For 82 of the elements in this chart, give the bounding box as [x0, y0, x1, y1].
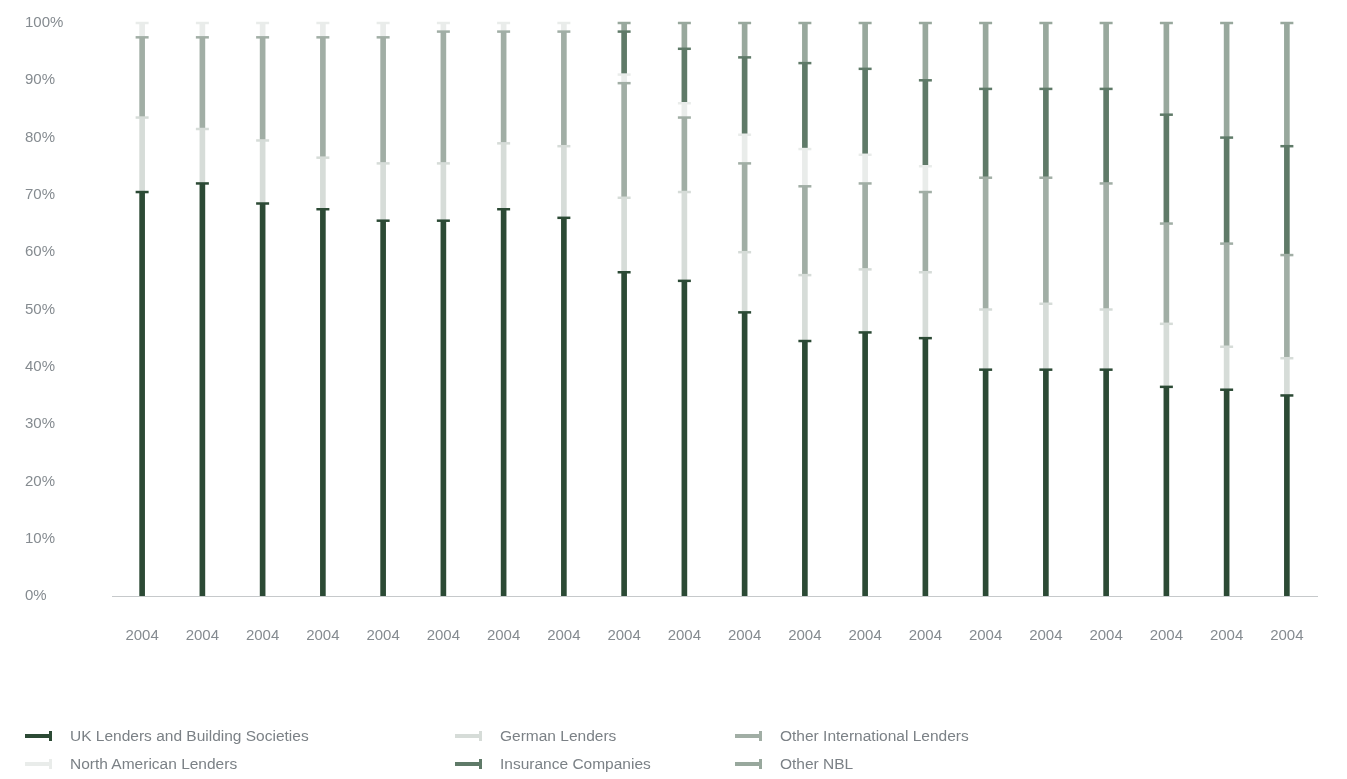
legend-label: North American Lenders [70, 755, 238, 773]
x-tick-label: 2004 [306, 626, 340, 644]
bar [320, 157, 326, 210]
x-tick-label: 2004 [547, 626, 581, 644]
y-tick-label: 10% [25, 528, 56, 546]
bar [862, 269, 868, 333]
y-tick-label: 100% [25, 13, 64, 31]
y-tick-label: 90% [25, 70, 56, 88]
bar [1043, 369, 1049, 596]
legend-label: Other International Lenders [780, 727, 969, 745]
x-tick-label: 2004 [426, 626, 461, 644]
bar [1103, 88, 1109, 184]
y-tick-label: 20% [25, 471, 56, 489]
x-tick-label: 2004 [848, 626, 882, 644]
x-tick-label: 2004 [185, 626, 220, 644]
bar [862, 154, 868, 184]
bar [139, 191, 145, 596]
x-tick-label: 2004 [667, 626, 702, 644]
bar [1103, 183, 1109, 310]
x-tick-label: 2004 [486, 626, 521, 644]
y-tick-label: 60% [25, 242, 56, 260]
x-tick-label: 2004 [968, 626, 1003, 644]
bar [139, 37, 145, 118]
bar [862, 332, 868, 596]
bar [862, 183, 868, 270]
bar [862, 23, 868, 70]
bar [320, 37, 326, 158]
bar [1043, 23, 1049, 90]
bar [1284, 254, 1290, 359]
bar [380, 37, 386, 164]
bar [621, 197, 627, 273]
bar [802, 23, 808, 64]
bar [1103, 23, 1109, 90]
y-tick-label: 70% [25, 185, 56, 203]
legend-label: German Lenders [500, 727, 617, 745]
bar [1284, 23, 1290, 147]
bar [621, 271, 627, 596]
y-tick-label: 50% [25, 299, 56, 317]
legend-label: Insurance Companies [500, 755, 651, 773]
y-tick-label: 0% [25, 586, 47, 604]
y-tick-label: 30% [25, 414, 56, 432]
bar [139, 117, 145, 193]
bar [982, 177, 989, 310]
bar [1043, 88, 1049, 179]
bar [380, 220, 386, 596]
y-tick-label: 40% [25, 356, 56, 374]
x-tick-label: 2004 [788, 626, 822, 644]
legend-label: UK Lenders and Building Societies [70, 727, 309, 745]
x-tick-label: 2004 [245, 626, 280, 644]
bar [802, 340, 808, 596]
x-tick-label: 2004 [607, 626, 641, 644]
y-tick-label: 80% [25, 127, 56, 145]
bar [1163, 223, 1170, 325]
bar [1284, 145, 1290, 256]
bar [561, 31, 567, 147]
x-tick-label: 2004 [727, 626, 762, 644]
x-tick-label: 2004 [1149, 626, 1184, 644]
bar [1043, 303, 1049, 370]
bar [380, 163, 386, 222]
bar [1103, 309, 1109, 370]
bar [320, 208, 326, 596]
bar [1103, 369, 1109, 596]
x-tick-label: 2004 [1270, 626, 1304, 644]
bar [1043, 177, 1049, 305]
x-tick-label: 2004 [908, 626, 943, 644]
bar [802, 185, 808, 276]
bar [1284, 395, 1290, 596]
x-tick-label: 2004 [125, 626, 159, 644]
bar [561, 145, 567, 219]
x-tick-label: 2004 [1029, 626, 1063, 644]
bar [621, 82, 627, 199]
x-tick-label: 2004 [1089, 626, 1123, 644]
bar [862, 68, 868, 156]
bar [802, 274, 808, 342]
bar [1284, 357, 1290, 396]
bar [621, 31, 627, 75]
bar [802, 148, 808, 187]
bar [561, 217, 567, 596]
legend-label: Other NBL [780, 755, 854, 773]
x-tick-label: 2004 [366, 626, 400, 644]
bar [802, 62, 808, 150]
x-tick-label: 2004 [1209, 626, 1244, 644]
